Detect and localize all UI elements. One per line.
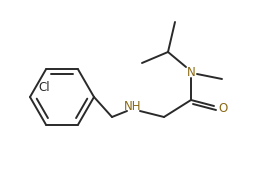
Text: NH: NH (124, 101, 142, 114)
Text: N: N (187, 65, 195, 78)
Text: O: O (218, 102, 227, 115)
Text: Cl: Cl (38, 81, 50, 94)
